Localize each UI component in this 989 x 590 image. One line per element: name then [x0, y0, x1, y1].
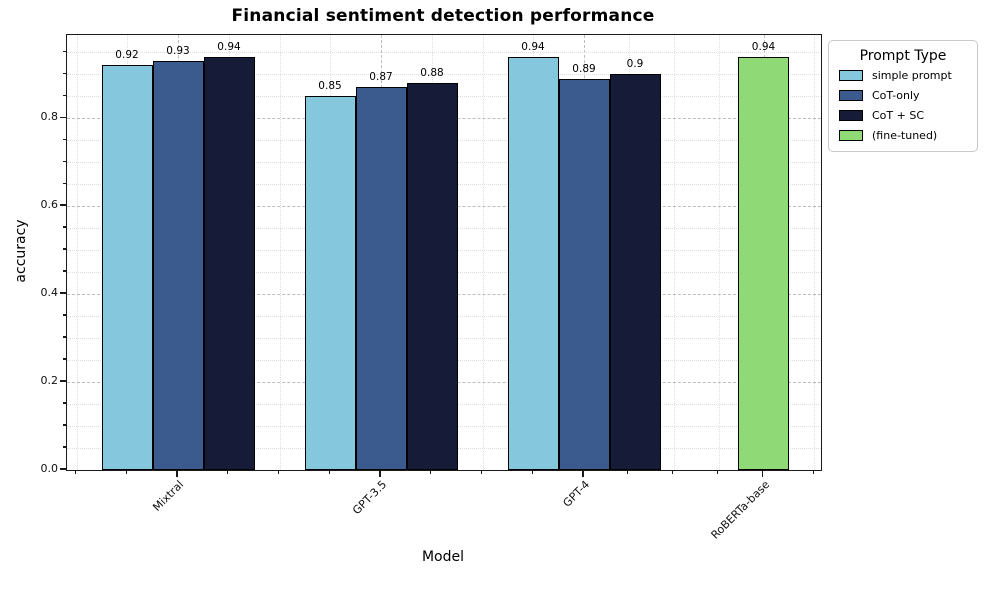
bar-value-label: 0.94 [521, 40, 545, 53]
legend-entry: (fine-tuned) [839, 129, 969, 142]
y-minor-tick [62, 182, 66, 184]
bar-value-label: 0.89 [572, 62, 596, 75]
bar-Mixtral-CoT + SC [203, 56, 255, 470]
y-tick-label: 0.8 [40, 110, 59, 124]
bar-value-label: 0.85 [318, 80, 342, 93]
x-minor-tick [672, 470, 674, 474]
gridline-vertical [814, 35, 816, 470]
legend: Prompt Type simple prompt CoT-only CoT + S… [828, 40, 978, 152]
x-minor-tick [277, 470, 280, 474]
x-minor-tick [125, 470, 127, 474]
y-major-tick [60, 116, 66, 118]
y-major-tick [60, 204, 66, 206]
y-minor-tick [62, 138, 66, 140]
legend-swatch-icon [839, 70, 863, 81]
x-major-tick [582, 470, 584, 477]
legend-entry: CoT + SC [839, 109, 969, 122]
x-major-tick [379, 470, 381, 477]
legend-swatch-icon [839, 110, 863, 121]
y-minor-tick [62, 248, 66, 250]
bar-value-label: 0.87 [369, 71, 393, 84]
chart-title: Financial sentiment detection performanc… [231, 6, 655, 26]
legend-entry: CoT-only [839, 89, 969, 102]
legend-entry-label: CoT-only [872, 89, 920, 102]
bar-GPT-3.5-CoT + SC [406, 82, 458, 470]
y-tick-label: 0.4 [40, 286, 59, 300]
x-minor-tick [531, 470, 533, 474]
y-minor-tick [62, 160, 66, 162]
gridline-vertical [482, 35, 484, 470]
y-tick-label: 0.0 [40, 462, 59, 475]
legend-swatch-icon [839, 90, 863, 101]
plot-area: 0.92 0.93 0.94 0.85 0.87 0.88 0.94 0.89 0.9 0.94 [66, 34, 822, 471]
y-minor-tick [62, 94, 66, 96]
x-major-tick [176, 470, 178, 477]
y-minor-tick [62, 446, 66, 448]
gridline-horizontal [67, 52, 821, 54]
legend-title: Prompt Type [859, 48, 947, 64]
bar-GPT-3.5-simple prompt [304, 96, 356, 470]
y-minor-tick [62, 50, 66, 52]
gridline-vertical [279, 35, 281, 470]
bar-Mixtral-CoT-only [152, 60, 204, 470]
bar-value-label: 0.9 [626, 58, 644, 71]
legend-entry-label: CoT + SC [872, 109, 925, 122]
bar-GPT-4-simple prompt [507, 56, 559, 470]
x-minor-tick [480, 470, 483, 474]
y-major-tick [60, 292, 66, 294]
bar-RoBERTa-base-(fine-tuned) [738, 56, 789, 470]
y-tick-label: 0.6 [40, 198, 59, 212]
legend-entry: simple prompt [839, 69, 969, 82]
x-minor-tick [227, 470, 229, 474]
x-axis-label: Model [421, 549, 465, 565]
y-minor-tick [62, 270, 66, 272]
x-major-tick [761, 470, 764, 477]
y-minor-tick [62, 402, 66, 404]
y-minor-tick [62, 72, 66, 74]
gridline-vertical [673, 35, 675, 470]
y-tick-label: 0.2 [40, 374, 59, 388]
y-minor-tick [62, 336, 66, 338]
gridline-vertical [76, 35, 78, 470]
x-minor-tick [328, 470, 330, 474]
x-minor-tick [430, 470, 432, 474]
y-minor-tick [62, 314, 66, 316]
bar-value-label: 0.94 [217, 40, 241, 53]
bar-value-label: 0.93 [166, 44, 190, 57]
x-minor-tick [812, 470, 814, 474]
y-minor-tick [62, 358, 66, 360]
y-major-tick [60, 468, 66, 470]
x-minor-tick [627, 470, 629, 474]
bar-Mixtral-simple prompt [101, 65, 153, 470]
x-minor-tick [74, 470, 77, 474]
y-major-tick [60, 380, 66, 382]
y-axis-label: accuracy [13, 219, 29, 283]
bar-GPT-3.5-CoT-only [355, 87, 407, 470]
bar-GPT-4-CoT + SC [609, 74, 661, 470]
bar-GPT-4-CoT-only [558, 78, 610, 470]
bar-value-label: 0.92 [115, 49, 139, 62]
gridline-vertical [718, 35, 720, 470]
y-minor-tick [62, 226, 66, 228]
gridline-horizontal [67, 74, 821, 76]
y-minor-tick [62, 424, 66, 426]
legend-swatch-icon [839, 130, 863, 141]
legend-entry-label: simple prompt [872, 69, 952, 82]
legend-entry-label: (fine-tuned) [872, 129, 938, 142]
bar-value-label: 0.94 [751, 40, 776, 53]
legend-entries: simple prompt CoT-only CoT + SC (fine-tuned… [837, 69, 969, 142]
x-minor-tick [717, 470, 719, 474]
bar-value-label: 0.88 [420, 66, 444, 79]
